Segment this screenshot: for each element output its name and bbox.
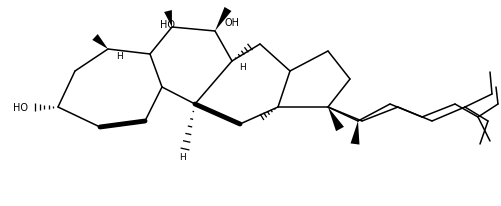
Polygon shape (164, 11, 172, 28)
Text: HO: HO (13, 103, 28, 112)
Text: H: H (239, 63, 246, 72)
Text: HO: HO (160, 20, 175, 30)
Polygon shape (92, 35, 108, 50)
Text: H: H (117, 52, 123, 61)
Text: OH: OH (224, 18, 239, 28)
Polygon shape (215, 8, 231, 32)
Polygon shape (351, 121, 359, 145)
Polygon shape (328, 108, 344, 131)
Text: H: H (180, 153, 186, 162)
